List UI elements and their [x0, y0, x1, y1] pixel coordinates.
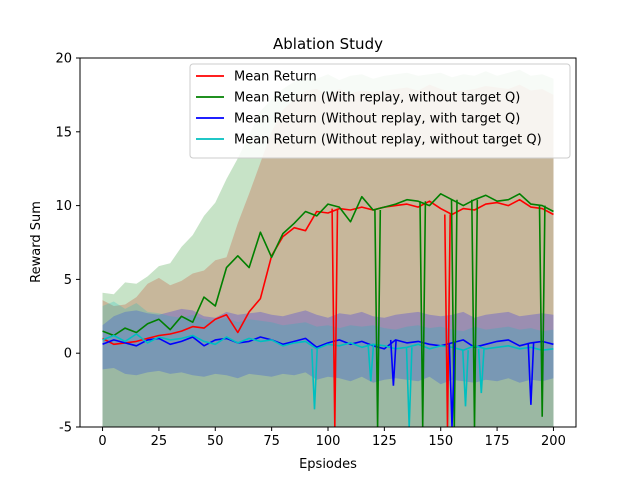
y-tick-label: 0: [64, 347, 72, 362]
legend-entry: Mean Return: [234, 70, 317, 85]
drop-spike-11: [367, 344, 375, 382]
drop-spike-7: [448, 342, 456, 427]
line-mean-return-with-replay-without-target-q: [102, 193, 554, 337]
confidence-bands: [102, 69, 554, 427]
legend: Mean Return Mean Return (With replay, wit…: [189, 63, 571, 159]
y-tick-label: -5: [59, 421, 72, 436]
band-mean-return-without-replay-without-target-q: [102, 301, 554, 427]
drop-spike-4: [538, 205, 546, 417]
drop-spike-6: [444, 214, 451, 427]
x-tick-label: 175: [485, 434, 510, 449]
x-axis-ticks: 0 25 50 75 100 125 150 175 200: [98, 427, 566, 449]
band-mean-return-without-replay-with-target-q: [102, 308, 554, 385]
drop-spike-5: [331, 208, 339, 427]
legend-box: [189, 63, 571, 159]
chart-title: Ablation Study: [273, 35, 383, 53]
x-tick-label: 150: [428, 434, 453, 449]
x-axis-label: Epsiodes: [299, 457, 357, 472]
drop-spike-14: [477, 348, 485, 394]
drop-spike-3: [471, 199, 479, 427]
drop-spike-1: [419, 201, 427, 427]
drop-spike-12: [405, 347, 413, 427]
x-tick-label: 25: [151, 434, 168, 449]
band-mean-return: [102, 84, 554, 427]
drop-spike-13: [462, 350, 469, 407]
series-lines: [102, 193, 554, 427]
drop-spike-0: [374, 209, 382, 427]
y-tick-label: 10: [55, 199, 72, 214]
x-tick-label: 75: [263, 434, 280, 449]
x-tick-label: 200: [541, 434, 566, 449]
x-tick-label: 50: [207, 434, 224, 449]
legend-entry: Mean Return (With replay, without target…: [234, 91, 520, 106]
y-tick-label: 15: [55, 125, 72, 140]
y-tick-label: 5: [64, 273, 72, 288]
y-tick-label: 20: [55, 52, 72, 67]
x-tick-label: 100: [316, 434, 341, 449]
drop-spike-8: [389, 339, 397, 386]
legend-entry: Mean Return (Without replay, with target…: [234, 112, 520, 127]
y-axis-label: Reward Sum: [29, 201, 44, 283]
legend-entry: Mean Return (Without replay, without tar…: [234, 133, 542, 148]
line-mean-return-without-replay-without-target-q: [102, 333, 554, 352]
y-axis-ticks: -5 0 5 10 15 20: [55, 52, 80, 436]
drop-spike-9: [527, 342, 535, 405]
drop-spike-2: [450, 199, 458, 427]
x-tick-label: 125: [372, 434, 397, 449]
line-mean-return: [102, 198, 554, 346]
band-mean-return-with-replay-without-target-q: [102, 69, 554, 427]
x-tick-label: 0: [98, 434, 106, 449]
drop-spike-10: [311, 348, 318, 410]
